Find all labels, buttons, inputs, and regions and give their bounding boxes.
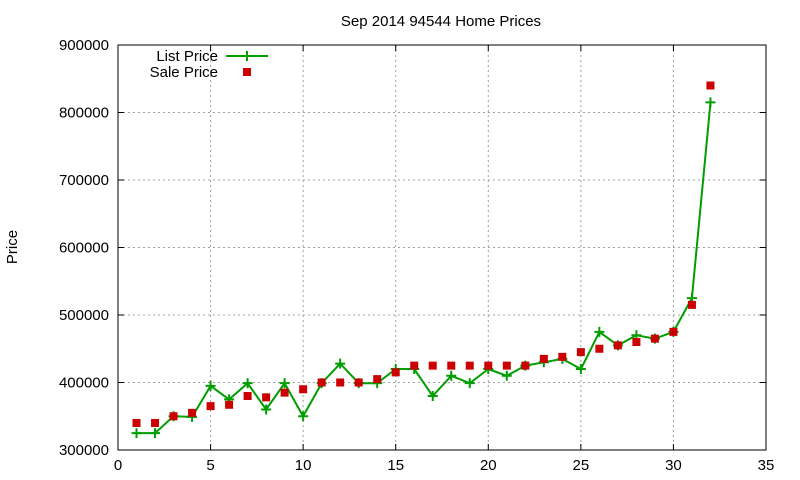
sale-price-point [132, 419, 141, 427]
legend-label-sale-price: Sale Price [150, 64, 218, 81]
sale-price-point [650, 334, 659, 343]
x-tick-label: 0 [114, 457, 122, 474]
y-tick-label: 300000 [59, 442, 109, 459]
y-tick-label: 400000 [59, 375, 109, 392]
x-tick-label: 35 [758, 457, 775, 474]
sale-price-point [299, 385, 308, 394]
sale-price-point [558, 352, 567, 361]
sale-price-point [465, 361, 474, 370]
legend-marker-list-price [242, 51, 252, 61]
sale-price-point [595, 344, 604, 353]
legend-label-list-price: List Price [156, 48, 218, 65]
sale-price-point [484, 361, 493, 370]
axis-ticks: 0 5 10 15 20 25 30 35 300000 400000 500000 600000 70… [59, 37, 774, 474]
sale-price-point [521, 361, 530, 370]
list-price-point [575, 364, 586, 374]
sale-price-point [317, 378, 326, 387]
sale-price-point [262, 393, 271, 402]
sale-price-point [539, 354, 548, 363]
list-price-point [298, 411, 309, 422]
y-tick-label: 700000 [59, 172, 109, 189]
x-tick-label: 10 [295, 457, 312, 474]
y-tick-label: 800000 [59, 105, 109, 122]
x-tick-label: 25 [573, 457, 590, 474]
list-price-point [446, 370, 457, 381]
list-price-point [501, 370, 512, 381]
sale-price-point [391, 368, 400, 377]
list-price-point [150, 428, 161, 439]
legend: List Price Sale Price [150, 48, 268, 81]
sale-price-point [354, 378, 363, 387]
grid [118, 45, 766, 450]
sale-price-point [169, 412, 178, 421]
list-price-point [131, 428, 142, 439]
sale-price-point [428, 361, 437, 370]
list-price-point [594, 326, 605, 337]
sale-price-point [576, 348, 585, 357]
x-tick-label: 15 [387, 457, 404, 474]
sale-price-point [687, 300, 696, 309]
list-price-point [205, 380, 216, 391]
sale-price-point [613, 341, 622, 350]
sale-price-point [706, 81, 715, 90]
sale-price-point [447, 361, 456, 370]
list-price-line [136, 102, 712, 435]
sale-price-point [502, 361, 511, 370]
x-tick-label: 5 [206, 457, 214, 474]
sale-price-point [188, 408, 197, 417]
list-price-point [705, 97, 716, 108]
sale-price-point [410, 361, 419, 370]
y-tick-label: 500000 [59, 307, 109, 324]
y-axis-label: Price [4, 230, 21, 264]
sale-price-point [225, 400, 234, 409]
sale-price-point [632, 338, 641, 346]
sale-price-point [336, 378, 345, 387]
sale-price-point [243, 392, 252, 400]
list-price-point [261, 404, 272, 415]
chart-title: Sep 2014 94544 Home Prices [341, 13, 541, 30]
y-tick-label: 900000 [59, 37, 109, 54]
list-price-point [242, 378, 253, 389]
list-price-point [427, 391, 438, 401]
x-tick-label: 30 [665, 457, 682, 474]
list-price-point [335, 358, 346, 369]
list-price-point [279, 378, 290, 389]
sale-price-point [206, 402, 215, 411]
x-tick-label: 20 [480, 457, 497, 474]
sale-price-point [373, 375, 382, 384]
series-layer [131, 81, 716, 439]
sale-price-point [669, 327, 678, 336]
y-tick-label: 600000 [59, 240, 109, 257]
sale-price-point [151, 419, 160, 427]
list-price-point [464, 378, 475, 389]
sale-price-point [280, 388, 289, 397]
legend-swatch-sale-price [243, 68, 251, 76]
